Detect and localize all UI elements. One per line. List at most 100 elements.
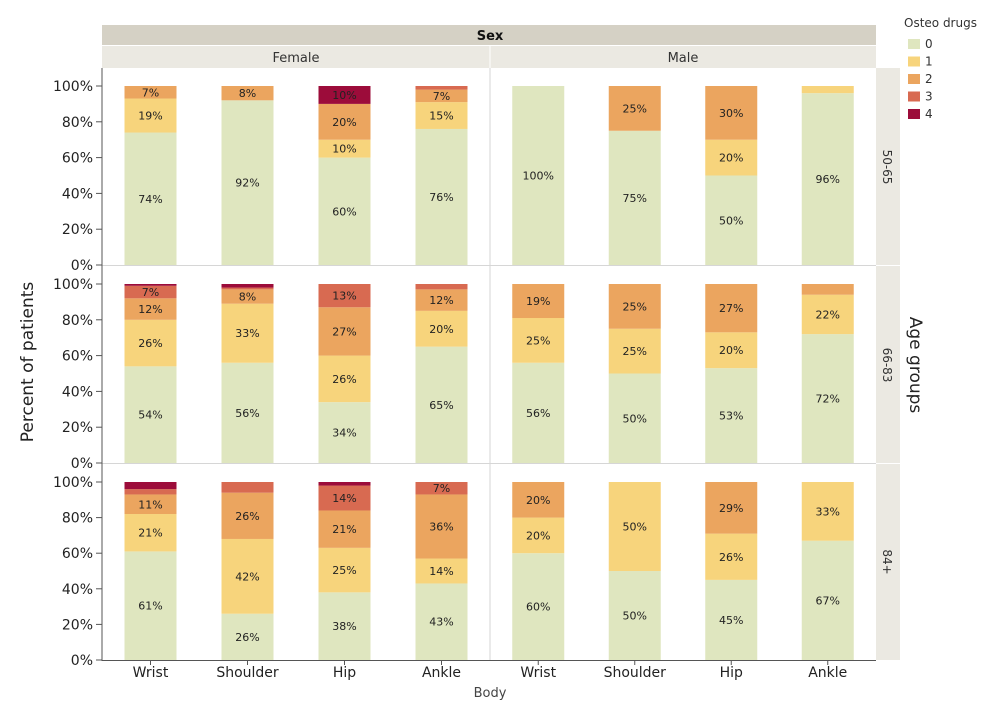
bar-segment [705, 139, 758, 176]
y-tick-label: 40% [62, 582, 93, 598]
data-label: 45% [719, 614, 743, 627]
x-tick-label-shoulder: Shoulder [604, 665, 667, 681]
data-label: 61% [138, 600, 162, 613]
y-tick-label: 60% [62, 349, 93, 365]
row-facet-title: Age groups [905, 317, 925, 414]
bar-segment [512, 362, 565, 463]
bar-segment [124, 284, 177, 286]
x-tick-label-ankle: Ankle [422, 665, 461, 681]
x-axis-title: Body [474, 686, 507, 701]
bar-segment [415, 284, 468, 290]
bar-segment [124, 494, 177, 515]
bar-segment [124, 514, 177, 552]
bar-segment [318, 592, 371, 660]
bar-segment [608, 328, 661, 374]
bar-segment [705, 482, 758, 534]
data-label: 25% [526, 334, 550, 347]
y-axis-title: Percent of patients [18, 282, 38, 443]
bar-segment [318, 103, 371, 140]
bar-segment [705, 284, 758, 333]
data-label: 92% [235, 177, 259, 190]
y-tick-label: 60% [62, 151, 93, 167]
bar-segment [318, 547, 371, 593]
data-label: 25% [623, 345, 647, 358]
y-tick-label: 20% [62, 222, 93, 238]
data-label: 65% [429, 399, 453, 412]
x-tick-label-wrist: Wrist [520, 665, 556, 681]
age-label-84plus: 84+ [880, 549, 894, 574]
legend-swatch-4 [908, 109, 920, 119]
bar-segment [124, 132, 177, 265]
sex-strip [102, 25, 876, 45]
data-label: 20% [526, 529, 550, 542]
data-label: 26% [138, 337, 162, 350]
bar-segment [124, 86, 177, 99]
bar-segment [415, 89, 468, 103]
bar-segment [415, 346, 468, 463]
data-label: 25% [332, 564, 356, 577]
legend-swatch-3 [908, 91, 920, 102]
data-label: 25% [623, 102, 647, 115]
facet-label-male: Male [668, 51, 699, 66]
x-tick-label-hip: Hip [720, 665, 743, 681]
data-label: 56% [235, 407, 259, 420]
bar-segment [124, 98, 177, 133]
data-label: 26% [235, 631, 259, 644]
bar-segment [415, 102, 468, 129]
bar-segment [124, 285, 177, 299]
data-label: 96% [816, 173, 840, 186]
bar-segment [705, 368, 758, 463]
data-label: 60% [526, 601, 550, 614]
data-label: 42% [235, 570, 259, 583]
data-label: 50% [623, 521, 647, 534]
bar-segment [318, 86, 371, 104]
data-label: 26% [719, 551, 743, 564]
bar-segment [124, 551, 177, 660]
data-label: 50% [719, 214, 743, 227]
y-tick-label: 60% [62, 546, 93, 562]
bar-segment [512, 482, 565, 518]
bar-segment [512, 517, 565, 554]
y-tick-label: 100% [53, 79, 93, 95]
data-label: 27% [332, 325, 356, 338]
panel-66-83-female: 54% 26% 12% 7% 56% 33% 8% 34% 26% 27% 13% 65% 20% 12% [124, 284, 468, 463]
x-tick-label-hip: Hip [333, 665, 356, 681]
data-label: 20% [526, 494, 550, 507]
bar-segment [318, 510, 371, 548]
bar-segment [221, 303, 274, 363]
bar-segment [415, 86, 468, 90]
bar-segment [124, 298, 177, 320]
data-label: 7% [433, 90, 450, 103]
data-label: 20% [719, 344, 743, 357]
bar-segment [415, 310, 468, 347]
bar-segment [801, 284, 854, 295]
data-label: 76% [429, 191, 453, 204]
x-tick-label-wrist: Wrist [133, 665, 169, 681]
bar-segment [415, 583, 468, 660]
y-tick-label: 80% [62, 511, 93, 527]
data-label: 53% [719, 410, 743, 423]
data-label: 21% [138, 527, 162, 540]
legend-title: Osteo drugs [904, 16, 977, 30]
data-label: 60% [332, 205, 356, 218]
data-label: 7% [142, 286, 159, 299]
bar-segment [318, 307, 371, 356]
bar-segment [801, 93, 854, 265]
data-label: 12% [429, 294, 453, 307]
bar-segment [124, 482, 177, 490]
bar-segment [705, 86, 758, 140]
bar-segment [512, 284, 565, 319]
bar-segment [221, 482, 274, 493]
bar-segment [705, 175, 758, 265]
legend-label-1: 1 [925, 55, 933, 69]
age-strip-50-65 [876, 68, 900, 265]
bar-segment [512, 86, 565, 265]
bar-segment [608, 130, 661, 265]
legend-swatch-1 [908, 56, 920, 67]
data-label: 7% [433, 482, 450, 495]
bar-segment [801, 294, 854, 335]
data-label: 27% [719, 302, 743, 315]
bar-segment [415, 558, 468, 584]
data-label: 30% [719, 107, 743, 120]
